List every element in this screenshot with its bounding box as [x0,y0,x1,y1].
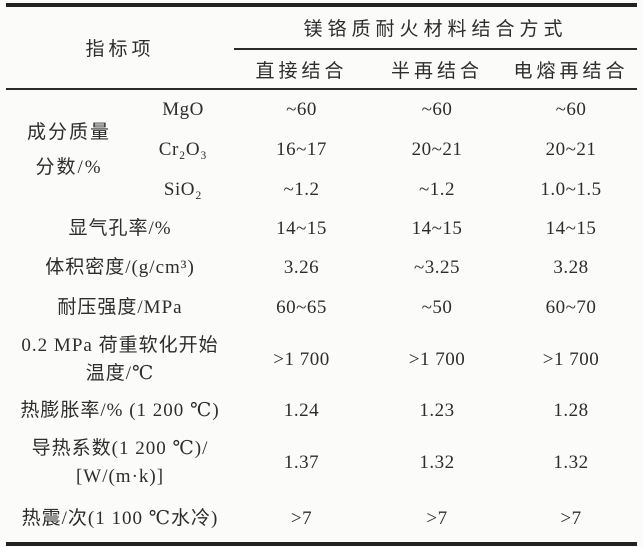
table-row: SiO₂ ~1.2 ~1.2 1.0~1.5 [6,170,637,210]
chem-formula-mgo: MgO [162,99,204,120]
cell-value: 1.37 [283,451,320,473]
cell-value: ~1.2 [419,179,456,200]
table-row: 体积密度/(g/cm³) 3.26 ~3.25 3.28 [6,248,637,288]
row-label-thermal-conductivity: 导热系数(1 200 ℃)/ [W/(m·k)] [31,437,209,487]
cell-value: 20~21 [411,139,463,160]
row-label-bulk-density: 体积密度/(g/cm³) [45,257,195,279]
cell-value: 1.28 [553,399,589,421]
cell-value: 16~17 [276,139,327,160]
table-row: 0.2 MPa 荷重软化开始 温度/℃ >1 700 >1 700 >1 700 [6,328,637,391]
cell-value: >7 [426,507,448,529]
row-label-softening-temperature: 0.2 MPa 荷重软化开始 温度/℃ [21,334,219,384]
refractory-properties-table: 指标项 镁铬质耐火材料结合方式 直接结合 半再结合 电熔再结合 成分质量 分数/… [6,3,638,546]
header-indicator-item: 指标项 [6,5,235,90]
cell-value: 1.23 [419,399,455,421]
row-label-thermal-shock: 热震/次(1 100 ℃水冷) [21,507,219,529]
table-row: 导热系数(1 200 ℃)/ [W/(m·k)] 1.37 1.32 1.32 [6,430,637,495]
cell-value: ~60 [421,99,453,120]
cell-value: 1.32 [419,451,455,473]
cell-value: 14~15 [545,218,597,239]
cell-value: 3.28 [553,257,589,278]
cell-value: 1.24 [283,399,320,421]
cell-value: 3.26 [283,257,320,278]
cell-value: 20~21 [545,139,597,160]
table-row: 热震/次(1 100 ℃水冷) >7 >7 >7 [6,495,637,544]
header-col-direct-bonded: 直接结合 [234,49,370,90]
table-row: 成分质量 分数/% MgO ~60 ~60 ~60 [6,89,637,178]
cell-value: >1 700 [273,348,330,370]
table-row: Cr₂O₃ 16~17 20~21 20~21 [6,130,637,170]
row-label-thermal-expansion: 热膨胀率/% (1 200 ℃) [20,399,220,421]
cell-value: 14~15 [276,218,327,239]
cell-value: >7 [290,507,313,529]
cell-value: >7 [560,507,582,529]
table-row: 耐压强度/MPa 60~65 ~50 60~70 [6,288,637,328]
cell-value: 14~15 [411,218,463,239]
cell-value: ~60 [555,99,587,120]
row-label-crushing-strength: 耐压强度/MPa [57,297,183,319]
chem-formula-cr2o3: Cr₂O₃ [158,139,208,160]
cell-value: 1.0~1.5 [540,179,602,200]
header-bonding-method-group: 镁铬质耐火材料结合方式 [234,5,638,50]
cell-value: 60~70 [545,297,597,318]
row-label-apparent-porosity: 显气孔率/% [68,218,172,240]
cell-value: ~1.2 [283,179,320,200]
header-col-semi-rebonded: 半再结合 [369,49,506,90]
table-row: 显气孔率/% 14~15 14~15 14~15 [6,210,637,248]
chem-formula-sio2: SiO₂ [163,179,203,200]
cell-value: >1 700 [542,348,600,370]
cell-value: ~3.25 [414,257,461,278]
header-col-fused-rebonded: 电熔再结合 [505,49,638,90]
cell-value: ~50 [421,297,453,318]
table-row: 热膨胀率/% (1 200 ℃) 1.24 1.23 1.28 [6,391,637,430]
cell-value: 1.32 [553,451,589,473]
cell-value: >1 700 [408,348,466,370]
cell-value: 60~65 [276,297,327,318]
row-label-composition-group: 成分质量 分数/% [26,121,111,178]
cell-value: ~60 [286,99,317,120]
